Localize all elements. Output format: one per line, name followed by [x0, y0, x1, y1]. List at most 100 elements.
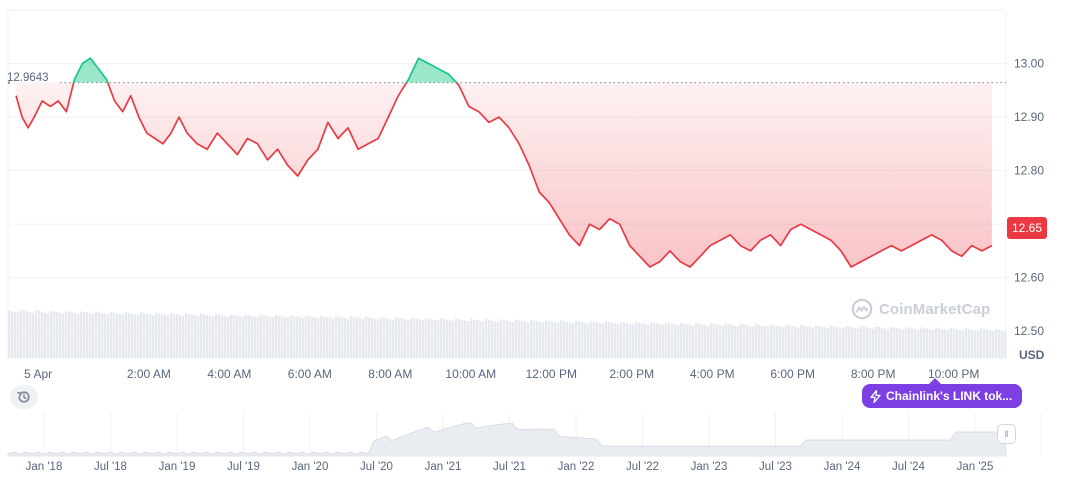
- volume-bar: [707, 325, 710, 358]
- watermark: CoinMarketCap: [851, 298, 990, 320]
- volume-bar: [761, 325, 764, 358]
- volume-bar: [386, 318, 389, 358]
- volume-bar: [563, 321, 566, 358]
- volume-bar: [503, 320, 506, 358]
- volume-bar: [413, 318, 416, 358]
- volume-bar: [692, 325, 695, 358]
- volume-bar: [815, 325, 818, 358]
- volume-bar: [698, 323, 701, 358]
- volume-bar: [170, 313, 173, 358]
- volume-bar: [101, 312, 104, 358]
- volume-bar: [59, 312, 62, 358]
- volume-bar: [959, 329, 962, 358]
- price-area-below: [16, 82, 992, 267]
- volume-bar: [635, 321, 638, 358]
- volume-bar: [983, 329, 986, 358]
- volume-bar: [599, 323, 602, 358]
- volume-bar: [185, 313, 188, 358]
- volume-bar: [398, 318, 401, 358]
- volume-bar: [743, 324, 746, 358]
- volume-bar: [290, 315, 293, 358]
- volume-bar: [269, 316, 272, 358]
- history-button[interactable]: [10, 385, 38, 409]
- volume-bar: [536, 321, 539, 358]
- volume-bar: [422, 320, 425, 358]
- volume-bar: [473, 319, 476, 358]
- volume-bar: [230, 314, 233, 358]
- volume-bar: [950, 327, 953, 358]
- volume-bar: [857, 328, 860, 358]
- volume-bar: [275, 315, 278, 358]
- volume-bar: [362, 319, 365, 358]
- volume-bar: [68, 311, 71, 358]
- overview-x-label: Jan '23: [691, 461, 728, 473]
- volume-bar: [23, 310, 26, 358]
- volume-bar: [842, 328, 845, 358]
- volume-bar: [71, 312, 74, 358]
- volume-bar: [581, 322, 584, 358]
- x-tick-label: 12:00 PM: [526, 367, 577, 381]
- volume-bar: [407, 319, 410, 358]
- volume-bar: [350, 316, 353, 358]
- volume-bar: [485, 319, 488, 358]
- volume-bar: [686, 324, 689, 358]
- coinmarketcap-logo-icon: [851, 298, 873, 320]
- volume-bar: [95, 311, 98, 358]
- overview-x-label: Jan '20: [292, 461, 329, 473]
- volume-bar: [752, 326, 755, 358]
- volume-bar: [548, 320, 551, 358]
- volume-bar: [410, 317, 413, 358]
- volume-bar: [368, 317, 371, 358]
- volume-bar: [218, 314, 221, 358]
- range-drag-handle[interactable]: ‖: [997, 424, 1016, 444]
- volume-bar: [113, 312, 116, 358]
- y-tick-label: 13.00: [1014, 57, 1044, 71]
- volume-bar: [998, 329, 1001, 358]
- volume-bar: [878, 327, 881, 358]
- volume-bar: [203, 314, 206, 358]
- overview-x-label: Jan '21: [425, 461, 462, 473]
- volume-bar: [788, 325, 791, 358]
- volume-bar: [629, 323, 632, 358]
- volume-bar: [383, 317, 386, 358]
- volume-bar: [80, 311, 83, 358]
- volume-bar: [866, 327, 869, 358]
- volume-bar: [179, 315, 182, 358]
- volume-bar: [647, 324, 650, 358]
- volume-bar: [425, 317, 428, 358]
- volume-bar: [206, 314, 209, 358]
- volume-bar: [308, 316, 311, 358]
- overview-x-label: Jul '22: [626, 461, 659, 473]
- volume-bar: [728, 324, 731, 358]
- volume-bar: [641, 323, 644, 358]
- volume-bar: [818, 326, 821, 358]
- volume-bar: [257, 317, 260, 358]
- volume-bar: [650, 322, 653, 358]
- volume-bar: [32, 312, 35, 358]
- volume-bar: [197, 315, 200, 358]
- volume-bar: [293, 316, 296, 358]
- news-annotation-badge[interactable]: Chainlink's LINK tok...: [862, 384, 1023, 408]
- reference-price-label: 12.9643: [7, 72, 49, 84]
- volume-bar: [908, 327, 911, 358]
- volume-bar: [188, 314, 191, 358]
- volume-bar: [428, 318, 431, 358]
- volume-bar: [965, 328, 968, 358]
- volume-bar: [881, 327, 884, 358]
- volume-bar: [668, 323, 671, 358]
- volume-bar: [800, 325, 803, 358]
- volume-bar: [374, 318, 377, 358]
- volume-bar: [566, 321, 569, 358]
- volume-bar: [221, 315, 224, 358]
- volume-bar: [851, 327, 854, 358]
- volume-bar: [146, 313, 149, 358]
- volume-bar: [995, 328, 998, 358]
- volume-bar: [461, 319, 464, 358]
- volume-bar: [215, 313, 218, 358]
- x-tick-label: 8:00 PM: [851, 367, 896, 381]
- volume-bar: [935, 327, 938, 358]
- volume-bar: [128, 312, 131, 358]
- volume-bar: [470, 318, 473, 358]
- volume-bar: [272, 317, 275, 358]
